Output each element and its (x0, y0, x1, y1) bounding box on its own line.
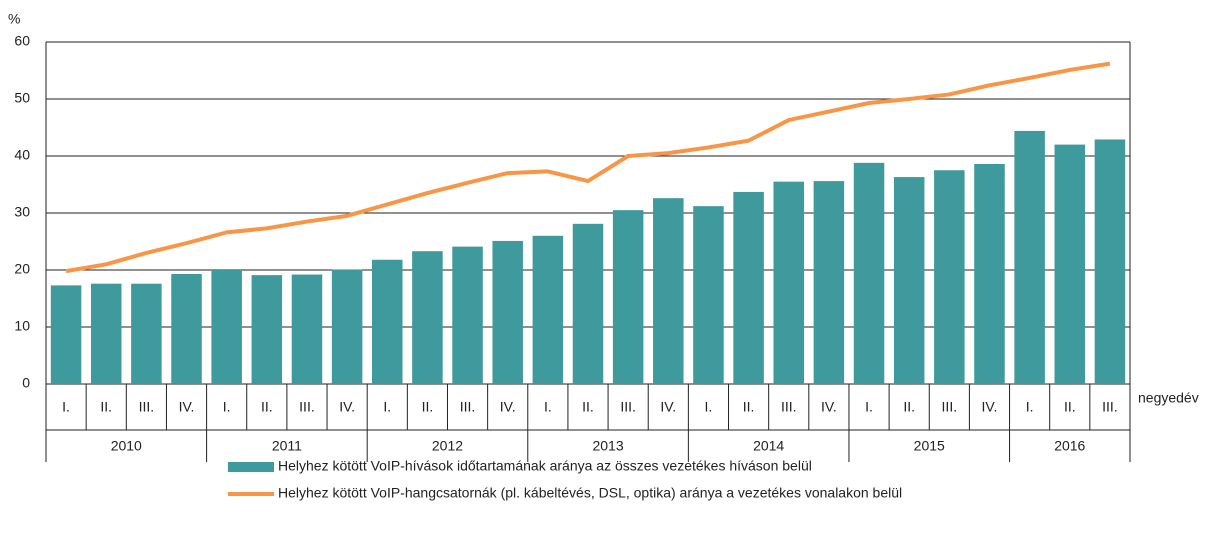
x-tick-label: IV. (339, 399, 355, 415)
x-tick-label: III. (460, 399, 476, 415)
bar (452, 246, 483, 384)
x-tick-label: III. (942, 399, 958, 415)
bar (893, 177, 925, 384)
bar (612, 210, 644, 384)
year-label: 2012 (432, 438, 463, 454)
x-axis-label: negyedév (1138, 390, 1199, 406)
bar (90, 283, 122, 384)
y-tick-label: 60 (14, 33, 30, 49)
bar (50, 285, 82, 384)
y-unit: % (8, 11, 20, 27)
x-tick-label: III. (139, 399, 155, 415)
x-tick-label: IV. (179, 399, 195, 415)
legend-label: Helyhez kötött VoIP-hívások időtartamána… (278, 458, 812, 474)
year-label: 2016 (1054, 438, 1085, 454)
bar (211, 270, 242, 384)
bar (572, 223, 604, 384)
x-tick-label: I. (62, 399, 70, 415)
bar (492, 240, 523, 384)
year-label: 2010 (111, 438, 142, 454)
bar (291, 274, 323, 384)
bar (653, 198, 684, 384)
bar (131, 283, 162, 384)
bar (171, 273, 202, 384)
bar (372, 259, 403, 384)
bar (733, 191, 764, 384)
y-tick-label: 50 (14, 90, 30, 106)
bar (813, 181, 845, 384)
bar (773, 181, 804, 384)
bar (412, 251, 443, 384)
bar (853, 162, 885, 384)
year-label: 2011 (272, 438, 302, 454)
x-tick-label: II. (743, 399, 755, 415)
y-tick-label: 30 (14, 204, 30, 220)
bar (934, 170, 965, 384)
legend-label: Helyhez kötött VoIP-hangcsatornák (pl. k… (278, 485, 902, 501)
year-label: 2014 (753, 438, 784, 454)
x-tick-label: I. (383, 399, 391, 415)
bar (1014, 130, 1045, 384)
x-tick-label: IV. (821, 399, 837, 415)
x-tick-label: IV. (660, 399, 676, 415)
y-tick-label: 40 (14, 147, 30, 163)
year-label: 2013 (592, 438, 623, 454)
x-tick-label: II. (100, 399, 112, 415)
x-tick-label: IV. (982, 399, 998, 415)
x-tick-label: I. (865, 399, 873, 415)
x-tick-label: III. (781, 399, 797, 415)
y-tick-label: 0 (22, 375, 30, 391)
bar (974, 163, 1005, 384)
y-tick-label: 10 (14, 318, 30, 334)
line (65, 61, 1111, 274)
year-label: 2015 (914, 438, 945, 454)
x-tick-label: I. (1026, 399, 1034, 415)
x-tick-label: II. (261, 399, 273, 415)
x-tick-label: I. (544, 399, 552, 415)
legend-swatch (228, 462, 274, 472)
x-tick-label: III. (1102, 399, 1118, 415)
x-tick-label: II. (903, 399, 915, 415)
bar (1094, 139, 1126, 384)
x-tick-label: II. (582, 399, 594, 415)
x-tick-label: II. (1064, 399, 1076, 415)
bar (251, 275, 283, 384)
bar (693, 206, 724, 384)
x-tick-label: III. (299, 399, 315, 415)
bar (1054, 144, 1086, 384)
y-tick-label: 20 (14, 261, 30, 277)
x-tick-label: II. (422, 399, 434, 415)
x-tick-label: I. (705, 399, 713, 415)
x-tick-label: III. (620, 399, 636, 415)
bar (532, 235, 564, 384)
x-tick-label: IV. (500, 399, 516, 415)
bar (331, 269, 363, 384)
x-tick-label: I. (223, 399, 231, 415)
